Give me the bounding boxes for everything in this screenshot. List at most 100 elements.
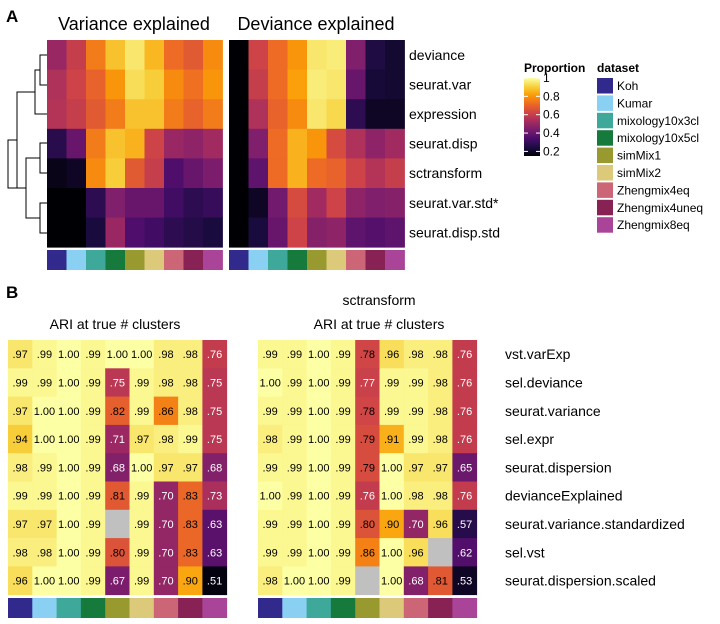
dataset-legend-swatch [597,182,613,198]
dataset-annotation-cell [8,598,33,618]
heatmap-cell [144,40,165,70]
heatmap-cell [452,340,478,369]
heatmap-cell [365,69,386,100]
heatmap-cell [47,69,67,100]
heatmap-cell [229,128,249,159]
heatmap-cell [355,340,380,369]
cell-value-label: .86 [158,406,173,418]
heatmap-cell [379,396,405,426]
cell-value-label: .76 [457,377,472,389]
proportion-tick-label: 0.8 [543,89,560,103]
heatmap-cell [330,538,356,567]
heatmap-b2-subtitle: sctransform [342,292,415,308]
heatmap-cell [330,368,356,397]
cell-value-label: .99 [13,491,28,503]
heatmap-cell [8,509,33,539]
heatmap-cell [379,538,405,567]
heatmap-cell [47,158,67,189]
cell-value-label: .98 [433,377,448,389]
heatmap-cell [326,40,347,70]
cell-value-label: .99 [85,406,100,418]
dataset-annotation-cell [183,250,204,270]
cell-value-label: .70 [158,576,173,588]
heatmap-cell [385,69,405,100]
heatmap-cell [178,453,203,482]
row-label: seurat.dispersion.scaled [505,573,656,589]
cell-value-label: 1.00 [381,576,402,588]
cell-value-label: .96 [13,576,28,588]
heatmap-cell [80,481,106,511]
heatmap-cell [56,340,82,369]
heatmap-cell [8,538,33,567]
cell-value-label: 1.00 [308,519,329,531]
heatmap-cell [248,158,269,189]
heatmap-cell [153,368,179,397]
heatmap-cell [66,128,87,159]
cell-value-label: .99 [134,491,149,503]
heatmap-cell [385,188,405,218]
dataset-annotation-cell [86,250,106,270]
dataset-annotation-cell [248,250,269,270]
cell-value-label: .99 [134,377,149,389]
heatmap-cell [306,453,332,482]
cell-value-label: .99 [37,349,52,361]
cell-value-label: .65 [457,462,472,474]
heatmap-cell [287,158,308,189]
cell-value-label: 1.00 [308,349,329,361]
cell-value-label: .99 [287,349,302,361]
cell-value-label: .99 [287,406,302,418]
heatmap-cell [47,217,67,248]
dataset-annotation-cell [56,598,82,618]
cell-value-label: 1.00 [34,434,55,446]
heatmap-cell [346,40,366,70]
heatmap-cell [379,566,405,596]
cell-value-label: .98 [433,491,448,503]
heatmap-cell [306,566,332,596]
heatmap-cell [248,40,269,70]
cell-value-label: .83 [183,491,198,503]
cell-value-label: .99 [335,491,350,503]
dataset-annotation-cell [330,598,356,618]
dataset-annotation-cell [365,250,386,270]
cell-value-label: 1.00 [308,576,329,588]
cell-value-label: 1.00 [58,406,79,418]
cell-value-label: 1.00 [259,491,280,503]
heatmap-cell [153,481,179,511]
row-label: seurat.disp [409,136,478,152]
heatmap-cell [403,368,429,397]
heatmap-cell [403,424,429,454]
heatmap-cell [268,128,288,159]
cell-value-label: .97 [433,462,448,474]
heatmap-cell [32,481,57,511]
heatmap-cell [32,566,57,596]
dataset-legend-label: Zhengmix4eq [617,183,690,197]
heatmap-cell [346,69,366,100]
heatmap-cell [248,217,269,248]
heatmap-cell [164,40,184,70]
heatmap-cell [144,99,165,130]
cell-value-label: .99 [335,349,350,361]
proportion-legend: Proportion 1 0.8 0.6 0.4 0.2 [524,61,585,158]
heatmap-cell [282,509,307,539]
cell-value-label: .73 [207,491,222,503]
cell-value-label: .99 [134,547,149,559]
cell-value-label: .53 [457,576,472,588]
heatmap-cell [105,128,126,159]
heatmap-cell [202,509,228,539]
heatmap-cell [56,396,82,426]
heatmap-cell [326,188,347,218]
heatmap-cell [80,566,106,596]
heatmap-a1-title: Variance explained [58,14,210,34]
heatmap-cell [346,99,366,130]
heatmap-cell [153,538,179,567]
heatmap-cell [258,481,283,511]
heatmap-cell [86,69,106,100]
heatmap-cell [385,217,405,248]
dataset-annotation-cell [306,598,332,618]
dataset-annotation-cell [379,598,405,618]
heatmap-cell [385,158,405,189]
heatmap-cell [355,538,380,567]
heatmap-cell [129,424,155,454]
cell-value-label: 1.00 [284,576,305,588]
heatmap-cell [355,453,380,482]
